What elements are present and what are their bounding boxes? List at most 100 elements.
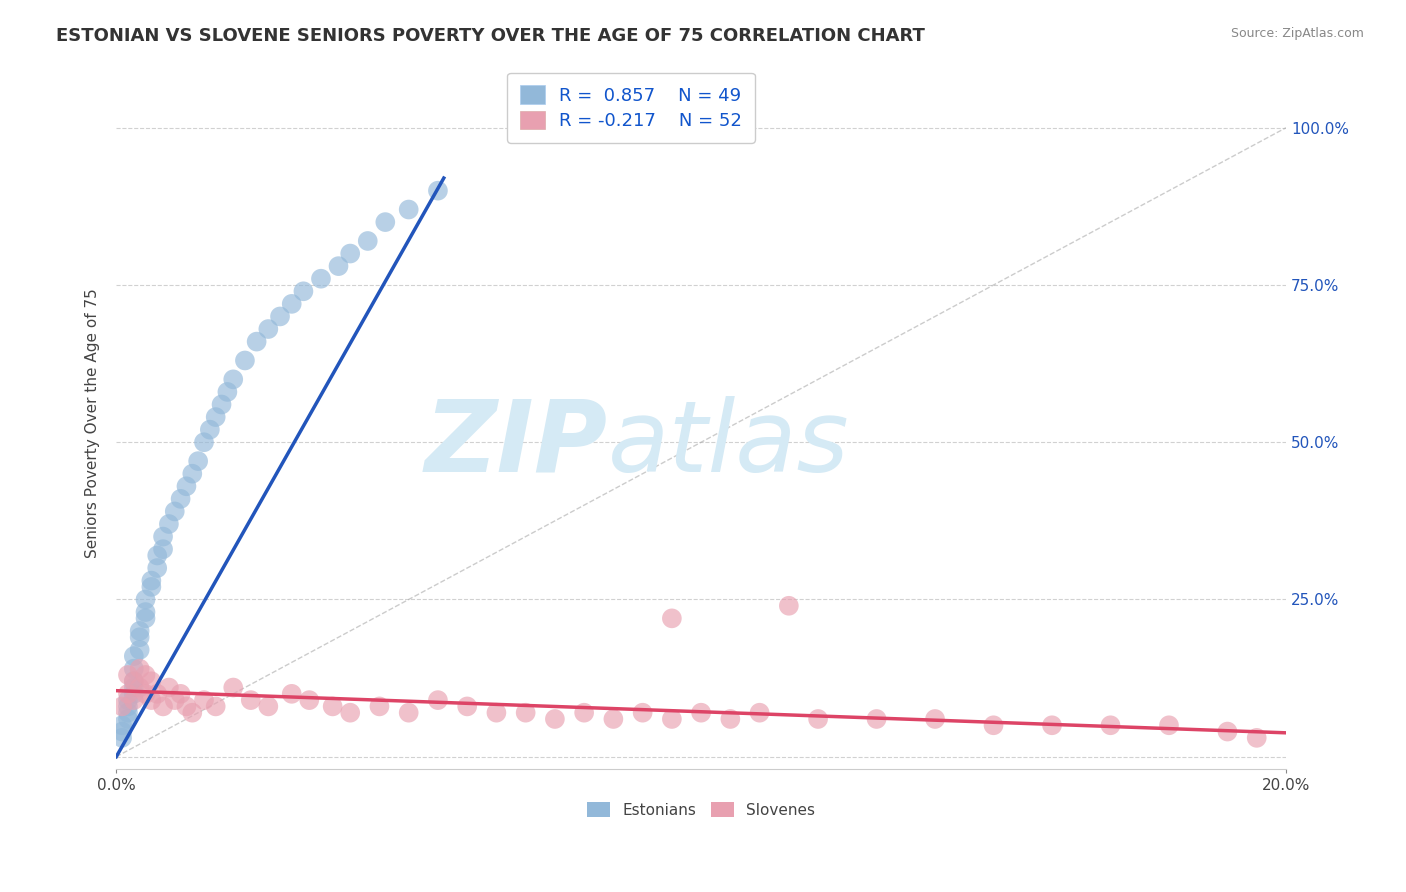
Point xyxy=(983,718,1005,732)
Point xyxy=(128,662,150,676)
Point xyxy=(280,297,302,311)
Point xyxy=(111,699,134,714)
Point xyxy=(134,592,156,607)
Point xyxy=(111,718,134,732)
Point xyxy=(924,712,946,726)
Point xyxy=(141,693,163,707)
Point xyxy=(117,712,139,726)
Point xyxy=(157,681,180,695)
Point xyxy=(485,706,508,720)
Point xyxy=(193,435,215,450)
Point xyxy=(748,706,770,720)
Point xyxy=(222,681,245,695)
Point xyxy=(187,454,209,468)
Point xyxy=(661,611,683,625)
Point xyxy=(163,504,186,518)
Point xyxy=(117,668,139,682)
Point xyxy=(157,516,180,531)
Point xyxy=(222,372,245,386)
Point xyxy=(690,706,713,720)
Point xyxy=(211,397,233,411)
Text: ESTONIAN VS SLOVENE SENIORS POVERTY OVER THE AGE OF 75 CORRELATION CHART: ESTONIAN VS SLOVENE SENIORS POVERTY OVER… xyxy=(56,27,925,45)
Text: ZIP: ZIP xyxy=(425,396,607,492)
Point xyxy=(322,699,344,714)
Point xyxy=(339,706,361,720)
Point xyxy=(141,674,163,689)
Point xyxy=(292,285,315,299)
Point xyxy=(456,699,478,714)
Point xyxy=(163,693,186,707)
Point xyxy=(718,712,741,726)
Point xyxy=(1157,718,1180,732)
Point xyxy=(339,246,361,260)
Point xyxy=(233,353,256,368)
Point xyxy=(357,234,380,248)
Point xyxy=(122,649,145,664)
Point xyxy=(426,184,449,198)
Point xyxy=(134,668,156,682)
Point xyxy=(239,693,262,707)
Point xyxy=(111,724,134,739)
Point xyxy=(865,712,887,726)
Point xyxy=(122,693,145,707)
Point xyxy=(298,693,321,707)
Point xyxy=(269,310,291,324)
Point xyxy=(602,712,624,726)
Point xyxy=(778,599,800,613)
Point xyxy=(368,699,391,714)
Point xyxy=(217,384,239,399)
Legend: Estonians, Slovenes: Estonians, Slovenes xyxy=(581,797,821,824)
Point xyxy=(128,681,150,695)
Point xyxy=(152,530,174,544)
Point xyxy=(515,706,537,720)
Point xyxy=(1246,731,1268,745)
Point xyxy=(246,334,269,349)
Point xyxy=(134,687,156,701)
Point xyxy=(1216,724,1239,739)
Point xyxy=(117,699,139,714)
Point xyxy=(169,491,191,506)
Point xyxy=(398,202,420,217)
Point xyxy=(426,693,449,707)
Point xyxy=(280,687,302,701)
Point xyxy=(257,699,280,714)
Point xyxy=(374,215,396,229)
Point xyxy=(122,681,145,695)
Point xyxy=(122,662,145,676)
Point xyxy=(257,322,280,336)
Point xyxy=(807,712,830,726)
Point xyxy=(198,423,221,437)
Point xyxy=(141,580,163,594)
Point xyxy=(122,674,145,689)
Point xyxy=(193,693,215,707)
Point xyxy=(398,706,420,720)
Point xyxy=(661,712,683,726)
Point xyxy=(117,706,139,720)
Text: Source: ZipAtlas.com: Source: ZipAtlas.com xyxy=(1230,27,1364,40)
Point xyxy=(117,693,139,707)
Point xyxy=(176,699,198,714)
Point xyxy=(544,712,567,726)
Point xyxy=(181,467,204,481)
Text: atlas: atlas xyxy=(607,396,849,492)
Point xyxy=(134,605,156,619)
Point xyxy=(204,410,226,425)
Point xyxy=(141,574,163,588)
Point xyxy=(128,624,150,638)
Point xyxy=(181,706,204,720)
Point xyxy=(152,699,174,714)
Y-axis label: Seniors Poverty Over the Age of 75: Seniors Poverty Over the Age of 75 xyxy=(86,288,100,558)
Point xyxy=(134,611,156,625)
Point xyxy=(122,687,145,701)
Point xyxy=(146,549,169,563)
Point xyxy=(128,630,150,644)
Point xyxy=(309,271,332,285)
Point xyxy=(204,699,226,714)
Point xyxy=(169,687,191,701)
Point xyxy=(328,259,350,273)
Point xyxy=(122,674,145,689)
Point xyxy=(117,687,139,701)
Point xyxy=(128,642,150,657)
Point xyxy=(152,542,174,557)
Point xyxy=(176,479,198,493)
